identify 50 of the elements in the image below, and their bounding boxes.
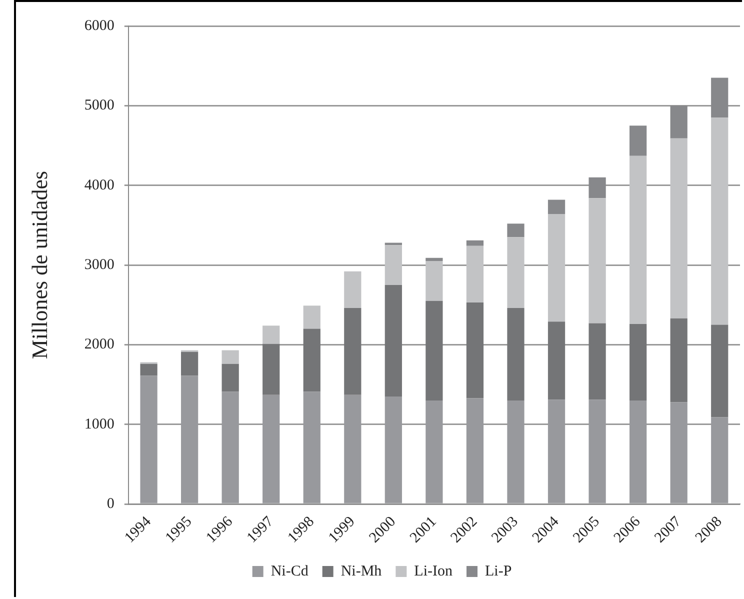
bar [507,237,524,308]
y-tick-label: 3000 [84,256,114,273]
bar [426,261,443,301]
bar [588,323,606,400]
legend-label: Li-Ion [414,563,453,580]
bar [426,258,443,262]
bar [426,300,443,400]
bar [384,242,402,246]
bar [630,126,647,156]
bar [384,284,402,396]
y-tick-label: 0 [106,496,114,512]
y-tick-label: 6000 [84,18,114,34]
bar [507,308,524,400]
bar [548,322,566,400]
bar [670,318,688,402]
legend-label: Ni-Cd [270,563,309,580]
bar [344,271,362,308]
bar [670,138,688,318]
bar [262,344,280,395]
bar [384,245,402,285]
bar [466,240,484,246]
bar [344,308,362,395]
bar [181,352,198,376]
y-tick-label: 2000 [84,336,114,353]
bar [222,350,239,364]
y-tick-label: 1000 [84,416,114,432]
bar [222,364,239,392]
bar [630,156,647,324]
bar [466,246,484,302]
bar [711,78,728,118]
legend-label: Ni-Mh [340,563,382,580]
bar [303,328,320,392]
bar [303,306,320,329]
y-axis-title: Millones de unidades [26,170,52,360]
bar [262,326,280,344]
bar [630,324,647,400]
bar [466,302,484,398]
legend-label: Li-P [484,563,512,580]
bar [507,224,524,238]
bar [711,324,728,418]
bar [670,106,688,138]
bar [548,200,566,214]
x-tick-label: 1999 [326,514,358,546]
y-tick-label: 5000 [84,98,114,114]
bar [548,214,566,322]
bar [711,118,728,325]
bar [140,364,158,376]
bar [588,177,606,198]
bar [588,198,606,324]
y-tick-label: 4000 [84,177,114,194]
